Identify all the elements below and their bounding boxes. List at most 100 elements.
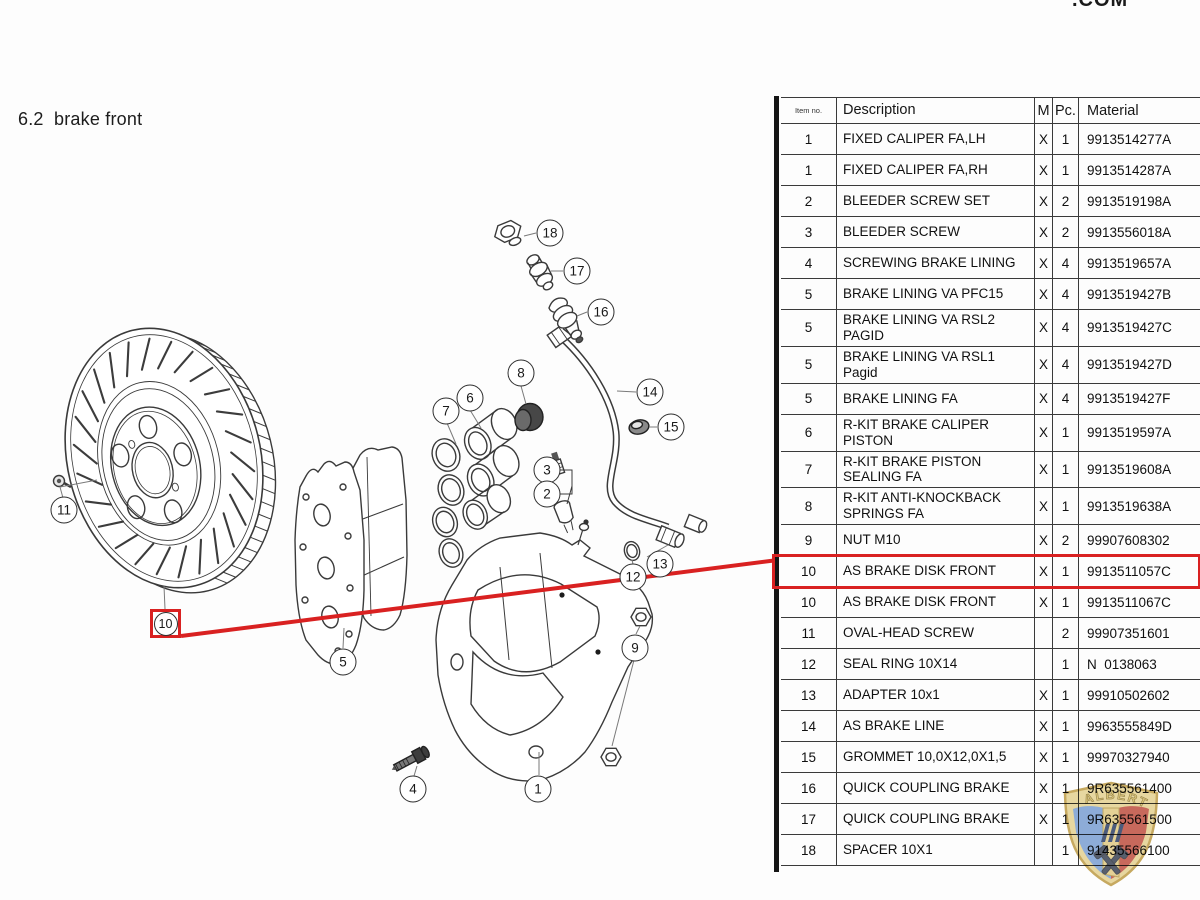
cell-item-no: 16 [781, 773, 837, 804]
cell-m-flag: X [1035, 742, 1053, 773]
cell-m-flag: X [1035, 346, 1053, 383]
cell-pieces: 1 [1053, 680, 1079, 711]
cell-item-no: 3 [781, 217, 837, 247]
cell-item-no: 15 [781, 742, 837, 773]
header-pc: Pc. [1053, 98, 1079, 123]
nuts-drawing [600, 607, 652, 767]
cell-item-no: 7 [781, 451, 837, 488]
cell-item-no: 17 [781, 804, 837, 835]
cell-item-no: 6 [781, 414, 837, 451]
cell-pieces: 1 [1053, 556, 1079, 587]
cell-pieces: 4 [1053, 248, 1079, 278]
cell-pieces: 1 [1053, 155, 1079, 185]
cell-material: 9913519657A [1087, 255, 1172, 271]
cell-description: BRAKE LINING VA RSL1 Pagid [837, 346, 1035, 383]
diagram-callout-11: 11 [50, 496, 78, 524]
table-row: 5 BRAKE LINING VA PFC15 X 4 9913519427B [781, 279, 1200, 310]
table-row: 13 ADAPTER 10x1 X 1 99910502602 [781, 680, 1200, 712]
cell-item-no: 11 [781, 618, 837, 649]
cell-material: 99970327940 [1087, 749, 1170, 765]
cell-m-flag: X [1035, 525, 1053, 556]
cell-pieces: 2 [1053, 217, 1079, 247]
table-row: 15 GROMMET 10,0X12,0X1,5 X 1 99970327940 [781, 742, 1200, 774]
cell-m-flag: X [1035, 279, 1053, 309]
cell-m-flag [1035, 618, 1053, 649]
table-row: 10 AS BRAKE DISK FRONT X 1 9913511067C [781, 587, 1200, 619]
header-material: Material [1087, 102, 1139, 119]
table-row: 5 BRAKE LINING FA X 4 9913519427F [781, 383, 1200, 415]
table-row: 6 R-KIT BRAKE CALIPER PISTON X 1 9913519597A [781, 414, 1200, 452]
diagram-callout-16: 16 [587, 298, 615, 326]
cell-material: N 0138063 [1087, 656, 1157, 672]
brand-shield-watermark: ALBERT [1063, 781, 1159, 887]
table-row: 1 FIXED CALIPER FA,LH X 1 9913514277A [781, 124, 1200, 155]
cell-description: ADAPTER 10x1 [837, 680, 1035, 711]
cell-m-flag: X [1035, 556, 1053, 587]
table-header-row: Item no. Description M Pc. Material [781, 98, 1200, 124]
diagram-callout-15: 15 [657, 413, 685, 441]
cell-material: 9913519427B [1087, 286, 1172, 302]
cell-pieces: 1 [1053, 649, 1079, 680]
cell-pieces: 4 [1053, 346, 1079, 383]
cell-description: OVAL-HEAD SCREW [837, 618, 1035, 649]
cell-pieces: 1 [1053, 711, 1079, 742]
site-watermark-text: .COM [1072, 0, 1129, 11]
table-row: 8 R-KIT ANTI-KNOCKBACK SPRINGS FA X 1 991351… [781, 488, 1200, 526]
cell-material: 9913519427F [1087, 391, 1171, 407]
cell-material: 9963555849D [1087, 718, 1172, 734]
cell-item-no: 5 [781, 383, 837, 414]
cell-material: 99910502602 [1087, 687, 1170, 703]
cell-description: R-KIT BRAKE CALIPER PISTON [837, 414, 1035, 451]
cell-m-flag: X [1035, 451, 1053, 488]
cell-material: 9913556018A [1087, 224, 1172, 240]
page-title: 6.2 brake front [18, 109, 143, 129]
cell-description: BRAKE LINING VA RSL2 PAGID [837, 310, 1035, 346]
callout-label: 10 [153, 611, 178, 636]
cell-item-no: 5 [781, 279, 837, 309]
cell-m-flag: X [1035, 383, 1053, 414]
cell-m-flag: X [1035, 414, 1053, 451]
cell-material: 99907608302 [1087, 532, 1170, 548]
table-row: 11 OVAL-HEAD SCREW 2 99907351601 [781, 618, 1200, 650]
diagram-callout-7: 7 [432, 397, 460, 425]
table-row: 5 BRAKE LINING VA RSL1 Pagid X 4 9913519427D [781, 346, 1200, 384]
cell-pieces: 2 [1053, 618, 1079, 649]
cell-m-flag: X [1035, 186, 1053, 216]
table-row: 12 SEAL RING 10X14 1 N 0138063 [781, 649, 1200, 681]
table-row: 5 BRAKE LINING VA RSL2 PAGID X 4 9913519427C [781, 310, 1200, 347]
cell-description: QUICK COUPLING BRAKE [837, 773, 1035, 804]
cell-description: SPACER 10X1 [837, 835, 1035, 866]
cell-m-flag: X [1035, 217, 1053, 247]
cell-m-flag [1035, 649, 1053, 680]
cell-pieces: 4 [1053, 310, 1079, 346]
cell-material: 99907351601 [1087, 625, 1170, 641]
cell-material: 9913519608A [1087, 461, 1172, 477]
cell-m-flag: X [1035, 587, 1053, 618]
cell-pieces: 1 [1053, 451, 1079, 488]
table-row: 1 FIXED CALIPER FA,RH X 1 9913514287A [781, 155, 1200, 186]
diagram-callout-6: 6 [456, 384, 484, 412]
cell-m-flag: X [1035, 680, 1053, 711]
table-row: 14 AS BRAKE LINE X 1 9963555849D [781, 711, 1200, 743]
cell-description: SCREWING BRAKE LINING [837, 248, 1035, 278]
cell-description: R-KIT ANTI-KNOCKBACK SPRINGS FA [837, 488, 1035, 525]
cell-pieces: 2 [1053, 525, 1079, 556]
cell-material: 9913519638A [1087, 498, 1172, 514]
brake-line-drawing [546, 323, 670, 531]
cell-material: 9913519198A [1087, 193, 1172, 209]
header-m: M [1035, 98, 1053, 123]
diagram-callout-5: 5 [329, 648, 357, 676]
diagram-callout-12: 12 [619, 563, 647, 591]
brake-pads-drawing [294, 446, 408, 665]
caliper-pistons-drawing [462, 407, 520, 530]
cell-m-flag: X [1035, 711, 1053, 742]
diagram-callout-8: 8 [507, 359, 535, 387]
cell-description: BLEEDER SCREW [837, 217, 1035, 247]
oval-head-screw-drawing [52, 474, 72, 489]
cell-description: BRAKE LINING VA PFC15 [837, 279, 1035, 309]
diagram-callout-14: 14 [636, 378, 664, 406]
cell-description: GROMMET 10,0X12,0X1,5 [837, 742, 1035, 773]
caliper-housing-drawing [435, 519, 654, 782]
cell-item-no: 12 [781, 649, 837, 680]
diagram-callout-17: 17 [563, 257, 591, 285]
